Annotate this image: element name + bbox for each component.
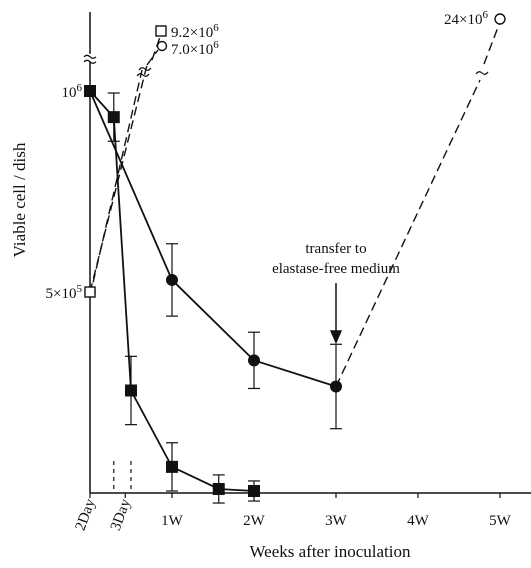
x-tick-label: 3Day: [108, 496, 134, 532]
line-break-mark: [136, 73, 150, 77]
dashed-growth-line: [335, 79, 481, 387]
data-point-square: [84, 85, 96, 97]
dashed-growth-line: [89, 69, 143, 297]
y-axis-break-mark: [83, 59, 97, 64]
y-axis-break-gap: [84, 53, 96, 62]
data-point-square: [166, 460, 178, 473]
dashed-growth-line: [483, 21, 501, 65]
x-tick-label: 1W: [161, 513, 184, 529]
dashed-growth-line: [151, 36, 161, 61]
y-axis-break-mark: [83, 54, 97, 59]
annotation-arrowhead: [330, 330, 342, 345]
open-square-marker: [84, 286, 96, 298]
line-break-mark: [475, 71, 489, 75]
open-square-marker: [155, 25, 167, 37]
growth-end-label: 7.0×106: [171, 39, 219, 58]
growth-end-label: 9.2×106: [171, 22, 219, 41]
x-axis-label: Weeks after inoculation: [249, 542, 411, 561]
data-series: [84, 85, 342, 504]
data-point-square: [248, 484, 260, 497]
y-tick-label: 5×105: [46, 283, 83, 302]
dashed-growth-lines: [84, 13, 506, 387]
x-tick-label: 2W: [243, 513, 266, 529]
x-tick-label: 3W: [325, 513, 348, 529]
data-point-circle: [166, 273, 178, 286]
x-tick-label: 4W: [407, 513, 430, 529]
y-axis-label: Viable cell / dish: [10, 142, 29, 257]
data-point-square: [107, 111, 120, 124]
annotation-text: elastase-free medium: [272, 261, 400, 277]
data-point-circle: [330, 380, 342, 393]
x-tick-label: 2Day: [73, 496, 99, 532]
line-break-mark: [138, 67, 152, 71]
open-circle-marker: [156, 40, 168, 52]
x-tick-label: 5W: [489, 513, 512, 529]
data-point-square: [125, 384, 137, 397]
series-line: [89, 90, 337, 388]
y-tick-label: 106: [62, 82, 83, 101]
annotation-text: transfer to: [305, 241, 366, 257]
growth-end-label: 24×106: [444, 9, 488, 28]
data-point-circle: [248, 354, 260, 367]
dashed-growth-line: [146, 49, 159, 66]
data-point-square: [212, 482, 225, 495]
open-circle-marker: [494, 13, 506, 25]
